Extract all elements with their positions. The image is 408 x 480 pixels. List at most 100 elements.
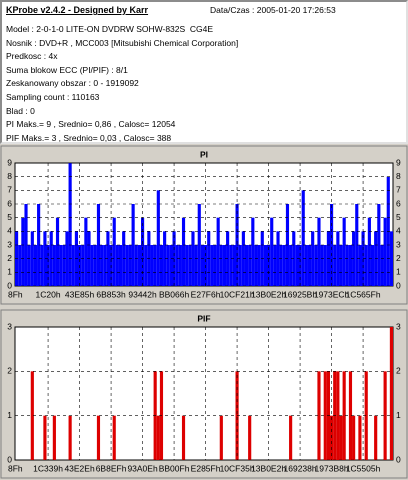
y-tick-label: 6	[7, 198, 12, 208]
bar	[134, 245, 138, 286]
bar	[137, 245, 141, 286]
bar	[348, 245, 353, 286]
bar	[159, 245, 164, 286]
bar	[185, 245, 189, 286]
bar	[150, 245, 154, 286]
bar	[314, 245, 318, 286]
x-tick-label: 1C565Fh	[346, 289, 381, 299]
y-tick-label: 5	[7, 212, 12, 222]
x-tick-label: 13B0E2h	[251, 289, 286, 299]
bar	[323, 245, 327, 286]
bar	[248, 245, 252, 286]
bar	[222, 245, 227, 286]
x-tick-label: 169238h	[284, 463, 317, 473]
x-tick-label: BB00Fh	[159, 463, 190, 473]
bar	[377, 204, 381, 286]
info-line: Model : 2-0-1-0 LITE-ON DVDRW SOHW-832S …	[6, 24, 214, 34]
bar	[380, 245, 384, 286]
y-tick-label: 2	[7, 253, 12, 263]
y-tick-label: 6	[396, 198, 401, 208]
bar	[81, 245, 85, 286]
app-title: KProbe v2.4.2 - Designed by Karr	[6, 5, 149, 15]
bar	[37, 204, 41, 286]
bar	[295, 245, 299, 286]
bar	[232, 245, 236, 286]
bar	[178, 245, 182, 286]
bar	[181, 217, 186, 286]
y-tick-label: 2	[396, 253, 401, 263]
bar	[336, 371, 340, 460]
y-tick-label: 3	[7, 321, 12, 331]
bar	[169, 245, 173, 286]
bar	[320, 245, 324, 286]
y-tick-label: 0	[396, 454, 401, 464]
y-tick-label: 4	[7, 226, 12, 236]
bar	[30, 231, 34, 286]
bar	[68, 415, 72, 460]
bar	[43, 415, 47, 460]
bar	[374, 415, 378, 460]
x-tick-label: 8Fh	[8, 463, 23, 473]
bar	[18, 245, 22, 286]
bar	[90, 245, 94, 286]
y-tick-label: 1	[396, 267, 401, 277]
bar	[219, 245, 223, 286]
chart-title: PIF	[197, 313, 210, 323]
bar	[257, 245, 261, 286]
bar	[248, 415, 252, 460]
x-tick-label: E27F6h	[191, 289, 221, 299]
bar	[339, 245, 343, 286]
bar	[125, 245, 129, 286]
x-tick-label: 1973B8h	[315, 463, 349, 473]
bar	[30, 371, 34, 460]
bar	[276, 231, 280, 286]
info-line: Blad : 0	[6, 105, 35, 116]
y-tick-label: 3	[7, 239, 12, 249]
info-line: Nosnik : DVD+R , MCC003 [Mitsubishi Chem…	[6, 37, 239, 48]
bar	[389, 231, 393, 286]
x-tick-label: 1C5505h	[346, 463, 381, 473]
x-tick-label: 1C339h	[33, 463, 63, 473]
info-line: Sampling count : 110163	[6, 92, 100, 102]
bar	[52, 245, 56, 286]
chart-title: PI	[200, 149, 208, 159]
y-tick-label: 7	[396, 185, 401, 195]
bar	[289, 245, 293, 286]
bar	[62, 245, 66, 286]
bar	[163, 231, 167, 286]
x-tick-label: 6B853h	[96, 289, 126, 299]
bar	[323, 371, 327, 460]
bar	[112, 415, 116, 460]
bar	[43, 231, 47, 286]
bar	[93, 245, 97, 286]
bar	[254, 245, 258, 286]
y-tick-label: 1	[7, 410, 12, 420]
bar	[100, 245, 104, 286]
y-tick-label: 8	[7, 171, 12, 181]
bar	[118, 245, 123, 286]
bar	[128, 245, 132, 286]
bar	[65, 231, 69, 286]
bar	[200, 245, 204, 286]
y-tick-label: 0	[7, 280, 12, 290]
x-tick-label: 10CF21h	[220, 289, 255, 299]
bar	[304, 245, 308, 286]
bar	[115, 245, 119, 286]
bar	[348, 371, 353, 460]
y-tick-label: 1	[396, 410, 401, 420]
bar	[279, 245, 283, 286]
bar	[345, 245, 349, 286]
bar	[270, 217, 274, 286]
x-tick-label: 16925Bh	[283, 289, 317, 299]
y-tick-label: 9	[7, 157, 12, 167]
x-tick-label: 93A0Eh	[127, 463, 158, 473]
info-panel: KProbe v2.4.2 - Designed by Karr Data/Cz…	[0, 0, 408, 144]
bar	[33, 245, 38, 286]
bar	[24, 204, 28, 286]
bar	[175, 245, 179, 286]
bar	[52, 415, 56, 460]
bar	[27, 245, 31, 286]
y-tick-label: 1	[7, 267, 12, 277]
x-tick-label: 1973ECh	[314, 289, 350, 299]
bar	[358, 245, 362, 286]
